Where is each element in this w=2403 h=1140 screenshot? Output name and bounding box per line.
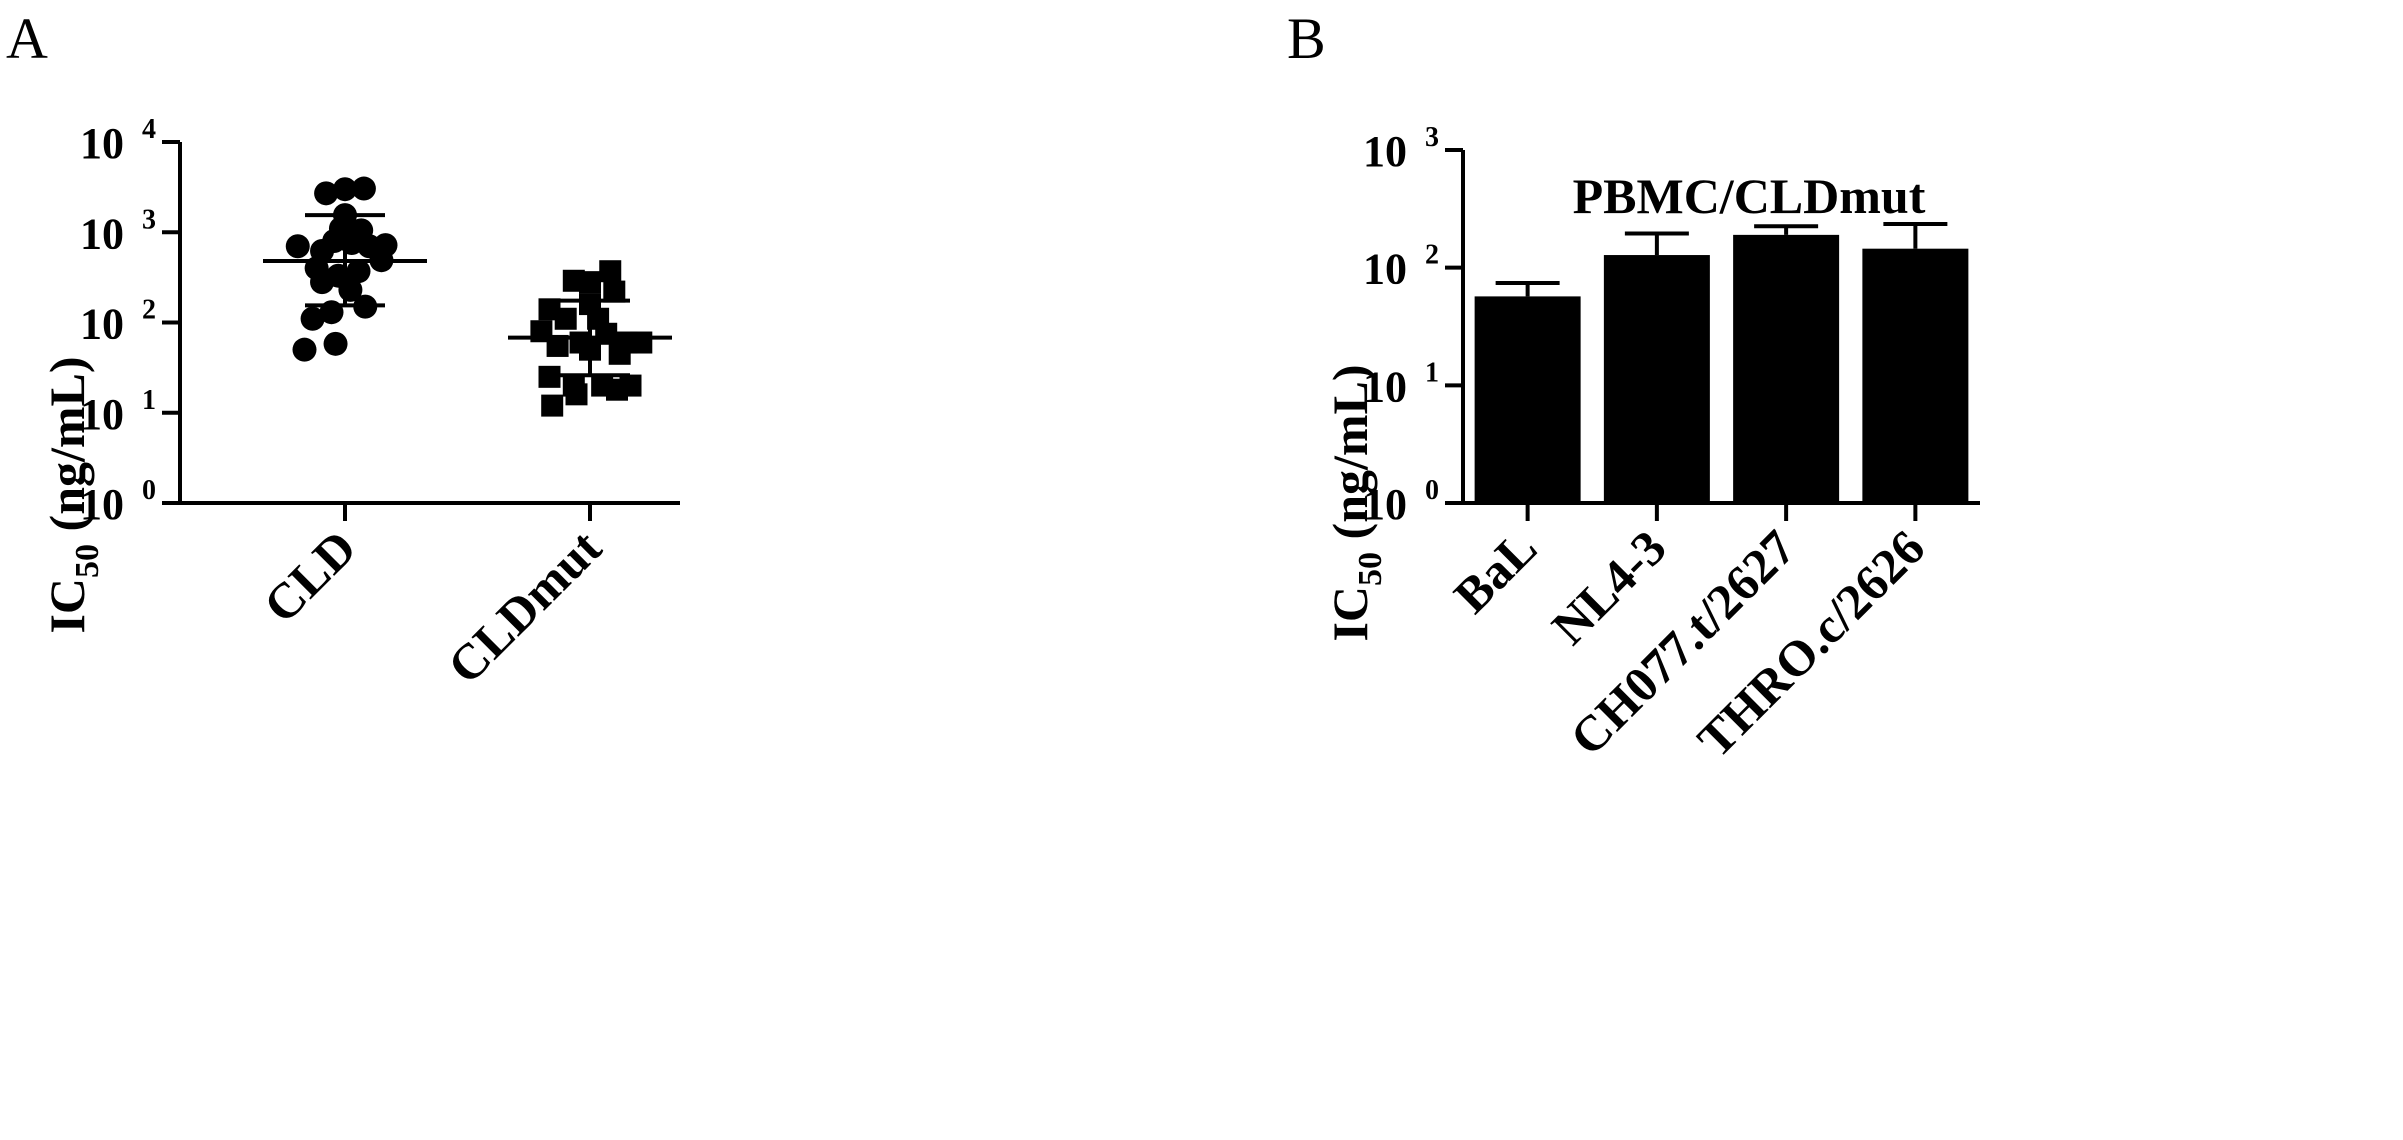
chart-a-y-tick-exponent: 0: [142, 475, 156, 506]
chart-a-y-axis-title: IC50 (ng/mL): [39, 356, 106, 633]
chart-a-point: [310, 270, 335, 295]
chart-b-y-tick-exponent: 3: [1425, 122, 1439, 153]
chart-a-x-tick-label: CLDmut: [437, 519, 612, 694]
chart-b-y-tick-exponent: 1: [1425, 357, 1439, 388]
chart-a-y-tick-label: 10: [80, 119, 124, 168]
chart-b-x-tick-label: CH077.t/2627: [1559, 519, 1806, 766]
chart-b-y-ticks: 10 0 10 1 10 2 10 3: [1363, 122, 1463, 529]
chart-a-points: [285, 176, 653, 417]
chart-a-point: [333, 177, 357, 202]
chart-a-y-tick-exponent: 2: [142, 295, 156, 326]
chart-b-y-tick-exponent: 0: [1425, 475, 1439, 506]
chart-b-y-tick-label: 10: [1363, 480, 1407, 529]
chart-a-point: [630, 331, 653, 354]
chart-b-y-tick-exponent: 2: [1425, 240, 1439, 271]
chart-a-point: [322, 228, 347, 253]
chart-b-bars: [1474, 222, 1969, 504]
chart-b-x-tick-label: THRO.c/2626: [1686, 519, 1935, 768]
chart-b-bar: PBMC/CLDmut 10 0 10 1 10 2 10 3 BaLNL4-3CH077.t…: [1322, 122, 1980, 768]
chart-a-y-tick-exponent: 1: [142, 385, 156, 416]
panel-a-letter: A: [6, 6, 48, 71]
chart-a-point: [546, 334, 569, 357]
chart-b-y-axis-title: IC50 (ng/mL): [1322, 364, 1389, 641]
chart-a-y-tick-exponent: 4: [142, 114, 156, 145]
chart-b-bar: [1733, 234, 1840, 504]
chart-a-point: [314, 181, 339, 206]
chart-a-point: [599, 260, 622, 283]
chart-a-point: [541, 394, 564, 417]
chart-a-point: [579, 271, 601, 294]
chart-a-point: [292, 337, 317, 362]
chart-a-point: [619, 374, 642, 397]
chart-a-point: [538, 365, 561, 388]
chart-a-point: [300, 306, 325, 331]
chart-a-y-tick-label: 10: [80, 300, 124, 349]
chart-a-x-ticks: CLD CLDmut: [253, 503, 612, 694]
chart-a-y-tick-exponent: 3: [142, 204, 156, 235]
panel-b-letter: B: [1287, 6, 1326, 71]
chart-b-bar: [1862, 248, 1969, 503]
chart-b-bar: [1603, 255, 1710, 503]
chart-a-scatter: 10 0 10 1 10 2 10 3 10 4 CLD CLDmut IC50 (ng/mL): [39, 114, 680, 694]
chart-b-x-tick-label: BaL: [1443, 519, 1547, 623]
chart-a-point: [351, 176, 376, 201]
chart-a-y-tick-label: 10: [80, 480, 124, 529]
chart-a-y-tick-label: 10: [80, 209, 124, 258]
chart-b-y-tick-label: 10: [1363, 362, 1407, 411]
chart-a-y-tick-label: 10: [80, 390, 124, 439]
chart-a-point: [565, 383, 588, 406]
chart-a-point: [285, 234, 310, 259]
chart-b-y-tick-label: 10: [1363, 127, 1407, 176]
chart-b-bar: [1474, 296, 1581, 503]
chart-a-point: [603, 280, 626, 303]
chart-a-x-tick-label: CLD: [253, 519, 367, 633]
chart-a-point: [346, 259, 371, 284]
chart-a-point: [323, 331, 348, 356]
chart-b-y-tick-label: 10: [1363, 245, 1407, 294]
chart-b-title: PBMC/CLDmut: [1573, 168, 1926, 224]
chart-a-point: [608, 342, 631, 365]
chart-a-y-ticks: 10 0 10 1 10 2 10 3 10 4: [80, 114, 180, 529]
chart-a-mean-sd: [263, 213, 672, 378]
chart-a-point: [554, 307, 577, 330]
